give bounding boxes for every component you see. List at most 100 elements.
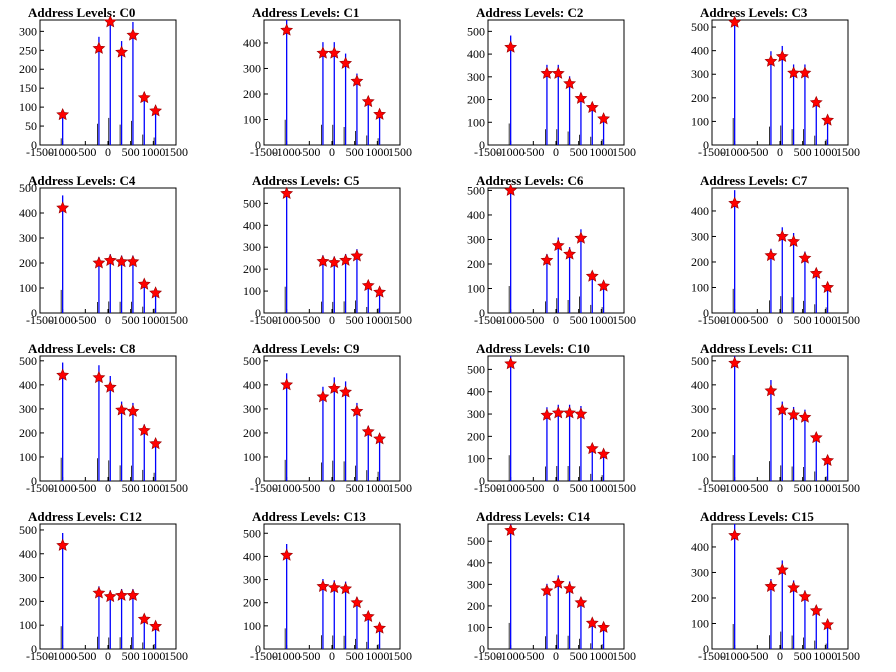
level-marker <box>563 406 577 419</box>
level-marker <box>809 95 823 109</box>
panel-c11: Address Levels: C11 0 100 200 300 400 500 -1500… <box>691 341 860 495</box>
level-marker <box>821 113 835 126</box>
level-marker <box>115 588 129 601</box>
level-marker <box>540 66 554 79</box>
level-marker <box>361 609 375 623</box>
x-tick-label: -500 <box>746 145 768 159</box>
y-tick-label: 0 <box>255 138 261 152</box>
y-tick-label: 200 <box>691 91 709 105</box>
y-tick-label: 400 <box>691 378 709 392</box>
level-marker <box>339 253 353 266</box>
level-marker <box>821 618 835 631</box>
level-marker <box>126 28 140 41</box>
level-marker <box>56 107 70 121</box>
level-marker <box>373 285 387 298</box>
x-tick-label: -500 <box>298 649 320 663</box>
y-tick-label: 500 <box>691 20 709 34</box>
x-tick-label: 500 <box>122 649 140 663</box>
x-tick-label: -1500 <box>26 649 54 663</box>
x-tick-label: -1000 <box>273 481 301 495</box>
level-marker <box>728 528 742 541</box>
level-marker <box>280 548 294 561</box>
x-tick-label: 500 <box>122 481 140 495</box>
x-tick-label: 500 <box>794 313 812 327</box>
panel-c0: Address Levels: C0 0 50 100 150 200 250 300 -150… <box>19 5 188 159</box>
y-tick-label: 0 <box>255 642 261 656</box>
y-tick-label: 300 <box>243 573 261 587</box>
level-marker <box>92 41 106 54</box>
x-tick-label: 0 <box>777 649 783 663</box>
level-marker <box>775 229 789 242</box>
panel-c10: Address Levels: C10 0 100 200 300 400 500 -1500… <box>467 341 636 495</box>
x-tick-label: 500 <box>346 481 364 495</box>
x-tick-label: -1500 <box>26 145 54 159</box>
x-tick-label: -500 <box>74 313 96 327</box>
y-tick-label: 400 <box>243 378 261 392</box>
y-tick-label: 500 <box>467 183 485 197</box>
y-tick-label: 200 <box>243 87 261 101</box>
level-marker <box>350 595 364 609</box>
y-tick-label: 200 <box>467 599 485 613</box>
y-tick-label: 500 <box>467 362 485 376</box>
x-tick-label: -500 <box>746 313 768 327</box>
x-tick-label: 1500 <box>836 145 860 159</box>
level-marker <box>280 378 294 391</box>
y-tick-label: 0 <box>31 474 37 488</box>
x-tick-label: -500 <box>522 649 544 663</box>
level-marker <box>764 579 778 592</box>
y-tick-label: 500 <box>691 354 709 368</box>
x-tick-label: 1000 <box>589 481 613 495</box>
level-marker <box>764 384 778 397</box>
x-tick-label: 0 <box>553 145 559 159</box>
y-tick-label: 100 <box>243 112 261 126</box>
y-tick-label: 300 <box>243 240 261 254</box>
level-marker <box>316 390 330 403</box>
x-tick-label: 1000 <box>141 649 165 663</box>
x-tick-label: -500 <box>746 649 768 663</box>
level-marker <box>585 616 599 629</box>
panel-title: Address Levels: C11 <box>700 341 813 356</box>
level-marker <box>327 381 341 394</box>
level-marker <box>137 277 151 290</box>
y-tick-label: 100 <box>243 619 261 633</box>
x-tick-label: -500 <box>522 481 544 495</box>
level-marker <box>339 385 353 398</box>
x-tick-label: -1000 <box>721 649 749 663</box>
x-tick-label: -1500 <box>26 313 54 327</box>
y-tick-label: 300 <box>243 61 261 75</box>
y-tick-label: 200 <box>467 93 485 107</box>
x-tick-label: 1000 <box>813 649 837 663</box>
x-tick-label: -1000 <box>721 481 749 495</box>
y-tick-label: 100 <box>467 115 485 129</box>
x-tick-label: -1500 <box>250 481 278 495</box>
panel-c2: Address Levels: C20100200300400500-1500-… <box>467 5 636 159</box>
level-marker <box>728 196 742 209</box>
x-tick-label: 0 <box>105 481 111 495</box>
y-tick-label: 50 <box>25 119 37 133</box>
level-marker <box>92 370 106 384</box>
y-tick-label: 400 <box>19 378 37 392</box>
level-marker <box>115 403 129 416</box>
x-tick-label: -1500 <box>698 313 726 327</box>
x-tick-label: 0 <box>329 313 335 327</box>
level-marker <box>775 403 789 416</box>
level-marker <box>137 90 151 104</box>
x-tick-label: 0 <box>777 145 783 159</box>
level-marker <box>350 74 364 87</box>
x-tick-label: 500 <box>794 481 812 495</box>
level-marker <box>798 251 812 264</box>
x-tick-label: 1000 <box>141 145 165 159</box>
level-marker <box>787 234 801 248</box>
level-marker <box>327 46 341 59</box>
y-tick-label: 400 <box>19 547 37 561</box>
x-tick-label: 500 <box>570 481 588 495</box>
x-tick-label: 0 <box>105 145 111 159</box>
x-tick-label: 0 <box>329 649 335 663</box>
y-tick-label: 100 <box>19 618 37 632</box>
panel-c8: Address Levels: C80100200300400500-1500-… <box>19 341 188 495</box>
panel-title: Address Levels: C1 <box>252 5 359 20</box>
y-tick-label: 500 <box>467 24 485 38</box>
x-tick-label: 500 <box>570 649 588 663</box>
level-marker <box>103 253 117 266</box>
x-tick-label: -1000 <box>721 313 749 327</box>
